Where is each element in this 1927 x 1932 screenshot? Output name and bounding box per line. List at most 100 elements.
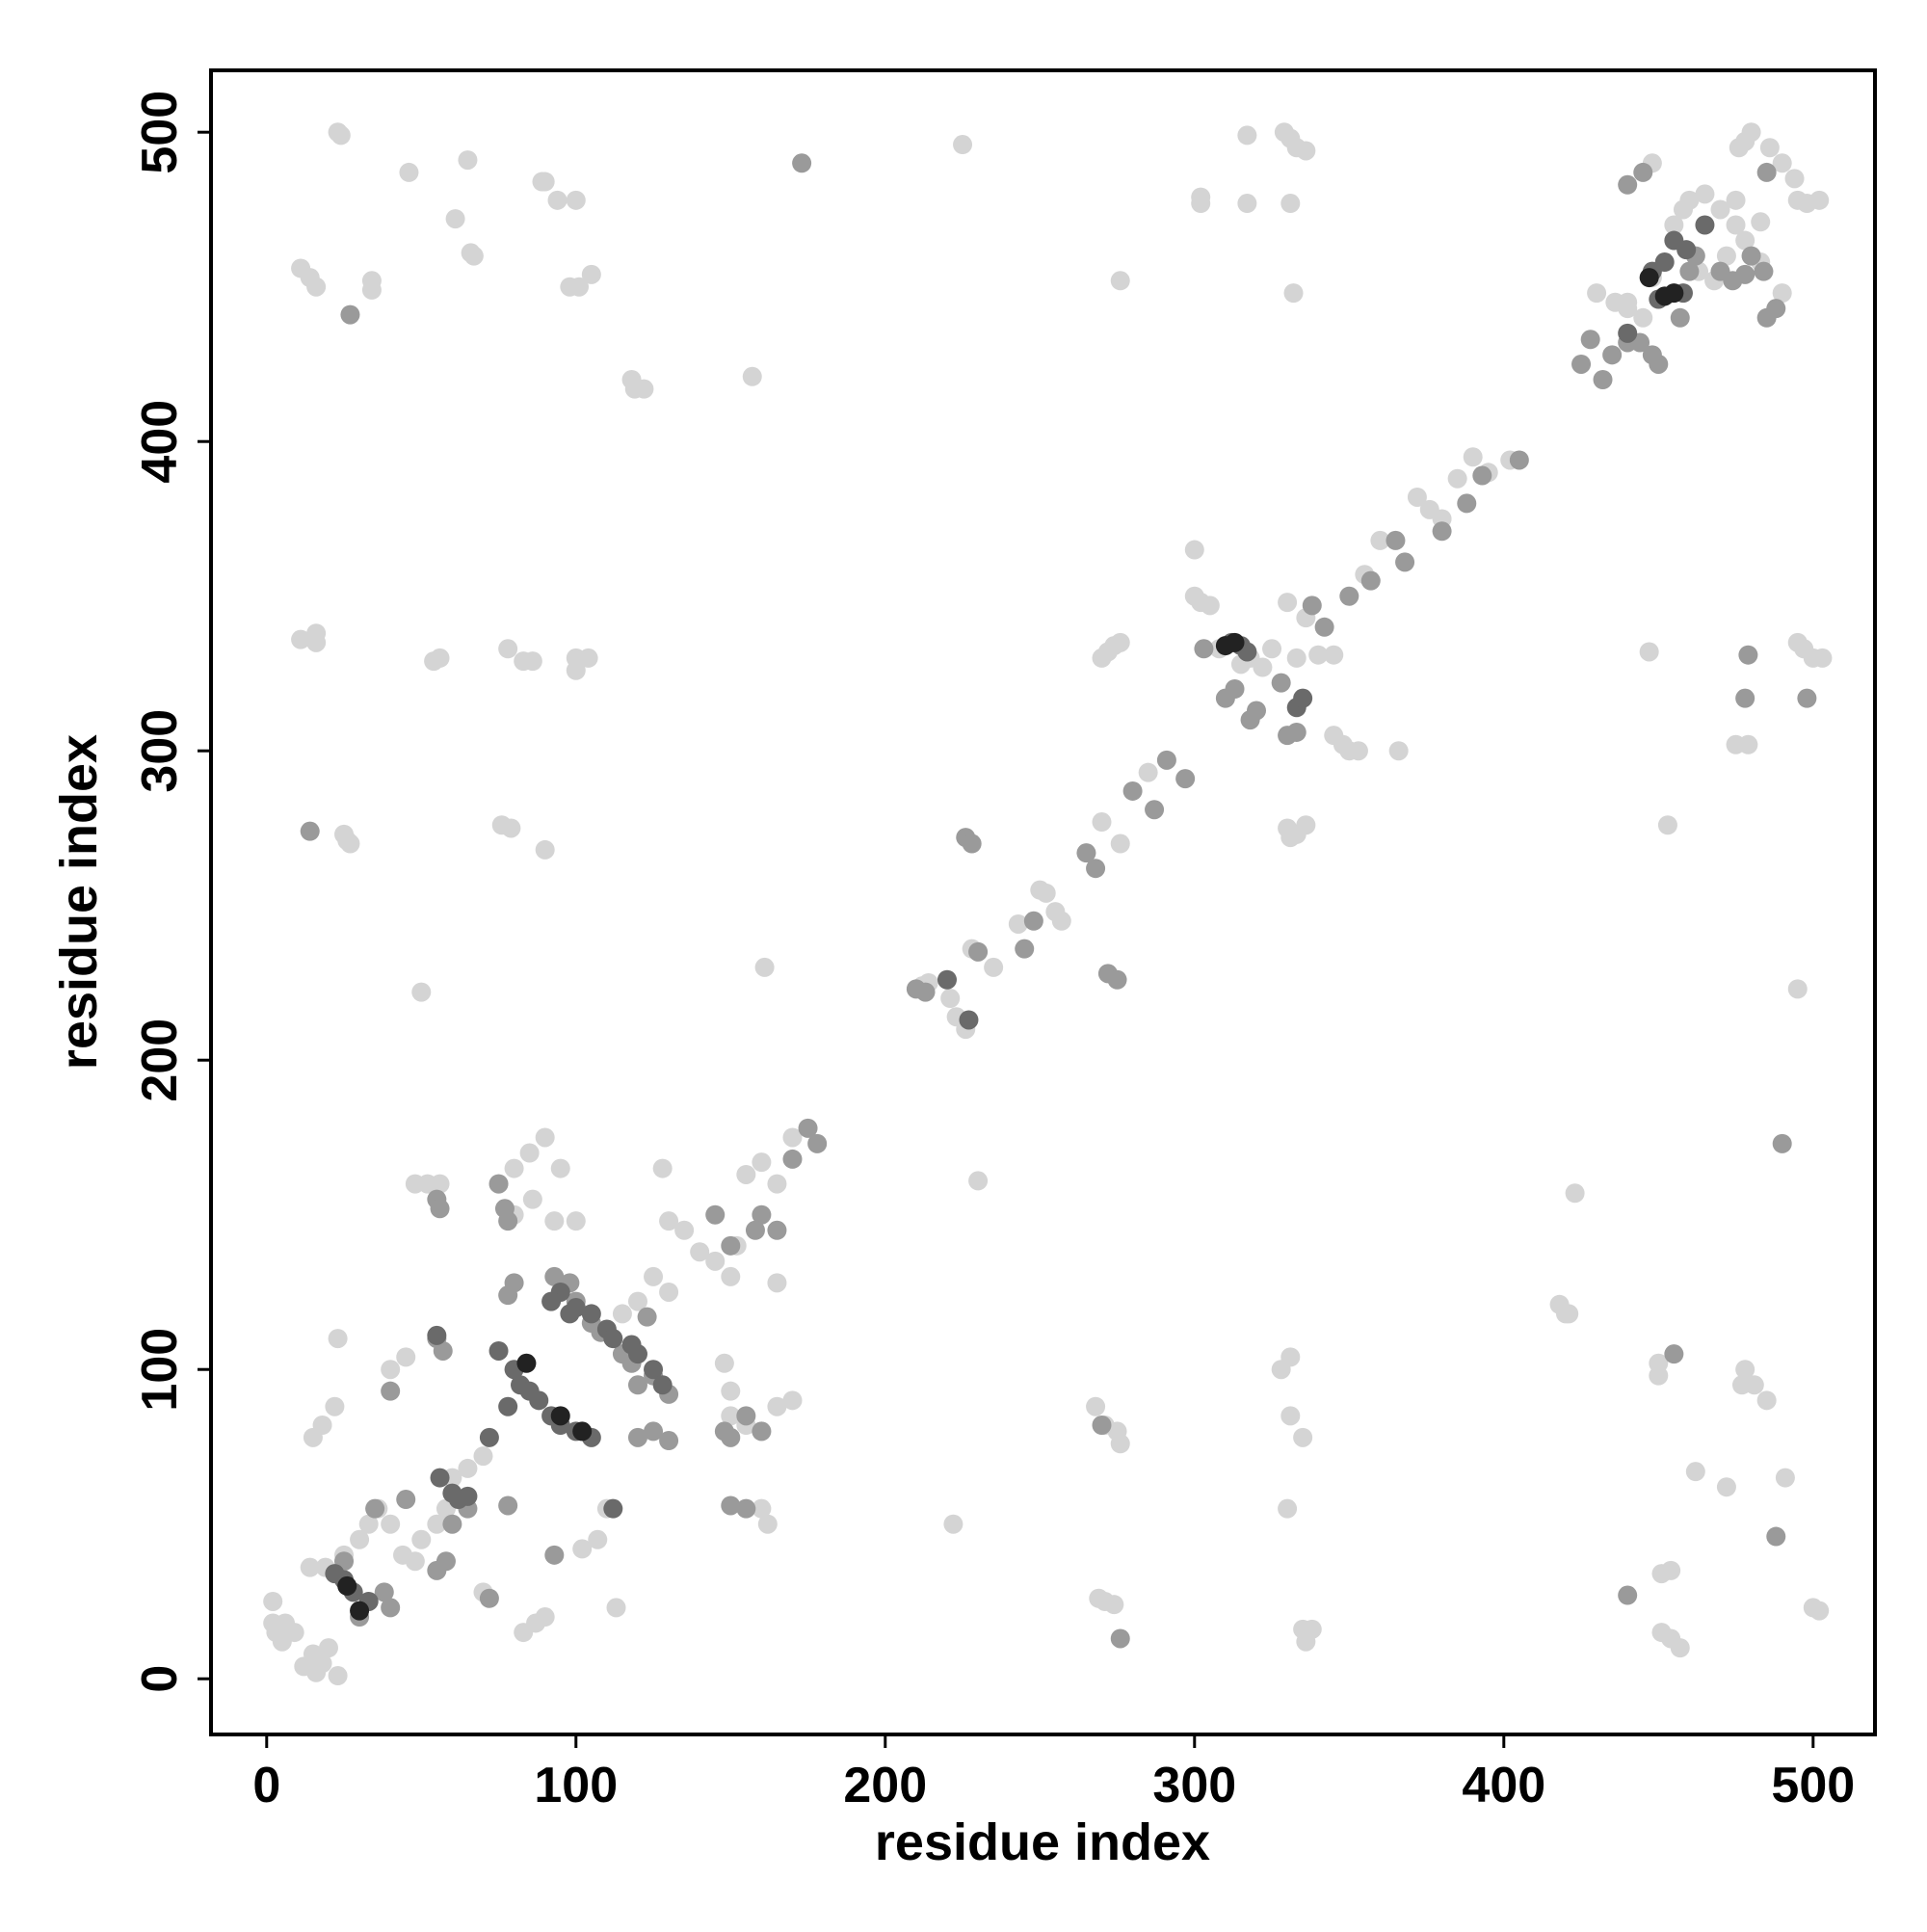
point (1565, 1183, 1585, 1204)
point (535, 1607, 555, 1628)
point (736, 1406, 756, 1426)
point (1679, 190, 1700, 210)
point (1797, 688, 1817, 708)
point (736, 1164, 756, 1184)
point (1741, 122, 1761, 143)
point (306, 632, 327, 652)
point (430, 648, 450, 668)
x-tick-label: 300 (1152, 1758, 1236, 1813)
point (1293, 1427, 1313, 1447)
point (350, 1601, 370, 1621)
point (627, 1344, 647, 1364)
point (1618, 292, 1638, 312)
point (1738, 645, 1758, 665)
point (519, 1143, 540, 1163)
point (361, 279, 382, 300)
point (550, 1406, 570, 1426)
point (498, 1495, 518, 1516)
point (1092, 812, 1112, 833)
point (1738, 734, 1758, 754)
point (1726, 190, 1746, 210)
point (968, 941, 989, 962)
y-tick-label: 100 (132, 1328, 188, 1412)
point (498, 1396, 518, 1416)
point (1246, 701, 1266, 721)
point (1618, 323, 1638, 343)
point (1360, 570, 1381, 591)
point (1618, 1585, 1638, 1605)
point (1756, 1390, 1777, 1411)
point (1107, 969, 1127, 990)
point (742, 366, 762, 386)
point (1664, 283, 1684, 304)
point (522, 1189, 542, 1209)
point (458, 150, 478, 171)
point (1395, 552, 1415, 572)
point (300, 821, 320, 841)
point (1015, 939, 1035, 959)
point (1754, 261, 1774, 281)
point (350, 1529, 370, 1549)
point (940, 989, 961, 1009)
point (1283, 283, 1304, 304)
point (291, 629, 311, 649)
point (1286, 722, 1307, 742)
point (736, 1498, 756, 1519)
x-tick-label: 400 (1462, 1758, 1545, 1813)
point (381, 1598, 401, 1618)
point (1809, 1601, 1830, 1621)
point (1710, 199, 1730, 220)
point (442, 1514, 462, 1534)
point (1657, 815, 1677, 835)
point (1676, 240, 1697, 260)
point (411, 982, 432, 1002)
point (572, 1421, 593, 1442)
point (284, 1623, 304, 1643)
point (1726, 215, 1746, 235)
point (792, 153, 812, 173)
point (637, 1307, 657, 1327)
point (1695, 215, 1715, 235)
point (1716, 246, 1736, 266)
point (1086, 1396, 1106, 1416)
point (498, 1211, 518, 1231)
point (1370, 530, 1390, 550)
point (263, 1591, 283, 1611)
x-tick-label: 100 (534, 1758, 618, 1813)
point (1122, 781, 1143, 801)
point (705, 1251, 726, 1271)
point (399, 162, 419, 182)
point (1145, 800, 1165, 820)
point (1280, 1347, 1301, 1367)
point (396, 1347, 416, 1367)
point (325, 1396, 345, 1416)
point (1008, 913, 1028, 934)
point (300, 1557, 320, 1577)
point (328, 1329, 348, 1349)
point (405, 1551, 425, 1572)
point (798, 1118, 818, 1138)
point (1571, 354, 1592, 374)
point (340, 304, 360, 325)
point (782, 1149, 803, 1169)
point (566, 660, 586, 680)
point (1110, 632, 1130, 652)
point (578, 648, 598, 668)
point (1278, 593, 1298, 613)
point (1308, 645, 1329, 665)
point (501, 818, 521, 838)
point (1191, 194, 1211, 214)
point (535, 1127, 555, 1148)
point (1092, 1415, 1112, 1435)
point (1293, 688, 1313, 708)
point (1386, 530, 1406, 550)
point (915, 982, 936, 1002)
point (627, 1291, 647, 1311)
point (581, 264, 601, 284)
point (1278, 1498, 1298, 1519)
point (1262, 639, 1282, 659)
point (430, 1199, 450, 1219)
plot-frame (209, 68, 1877, 1736)
point (445, 209, 465, 229)
point (1407, 487, 1427, 507)
